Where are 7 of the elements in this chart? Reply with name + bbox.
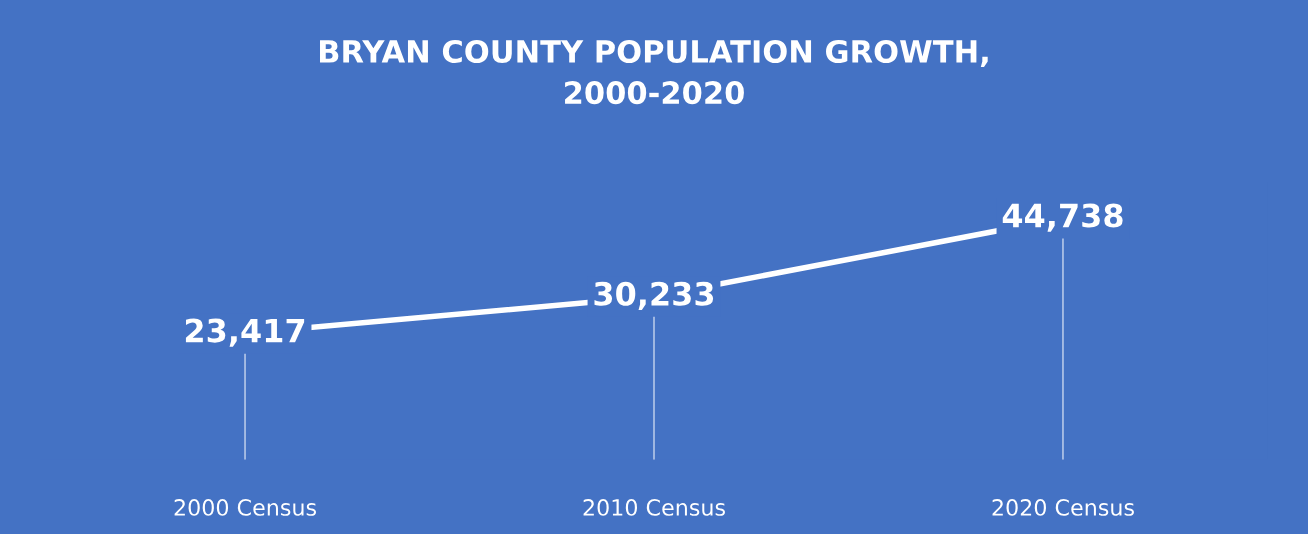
data-label: 30,233 bbox=[594, 281, 714, 310]
data-label: 23,417 bbox=[185, 318, 305, 347]
x-tick-label: 2010 Census bbox=[583, 499, 725, 516]
chart-title: BRYAN COUNTY POPULATION GROWTH, 2000-2020 bbox=[320, 39, 988, 105]
x-tick-label: 2020 Census bbox=[992, 499, 1134, 516]
x-tick-label: 2000 Census bbox=[174, 499, 317, 516]
data-label: 44,738 bbox=[1002, 203, 1123, 232]
